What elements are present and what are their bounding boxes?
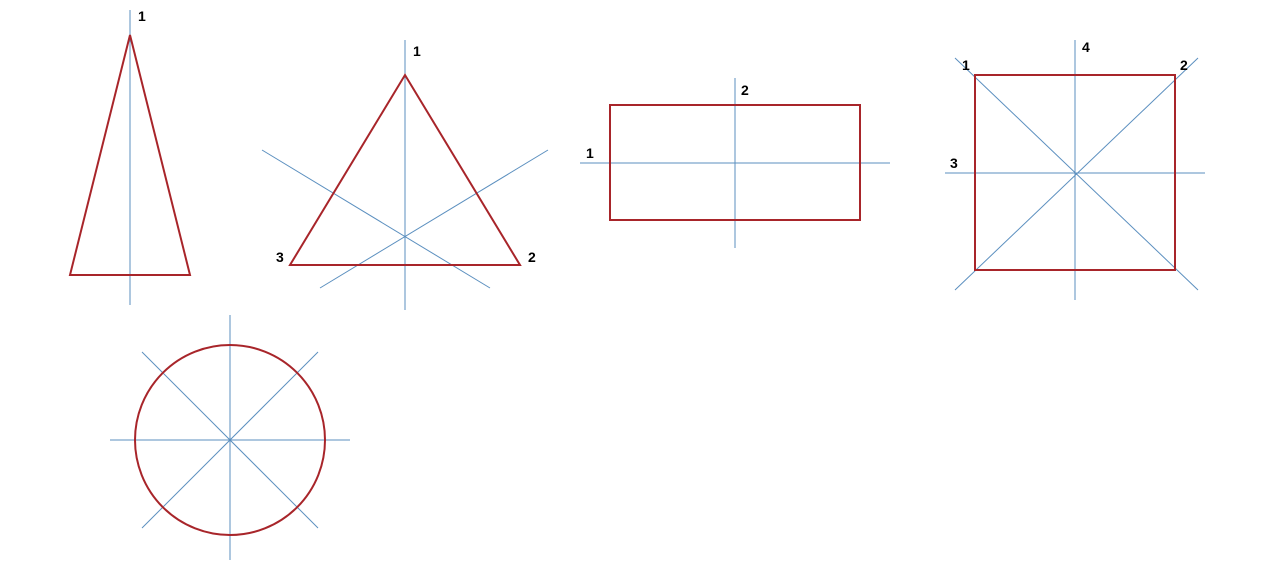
isoceles-triangle: 1: [70, 8, 190, 305]
axis-number-label: 3: [276, 249, 284, 265]
axis-number-label: 1: [962, 57, 970, 73]
symmetry-axis: [262, 150, 490, 288]
axis-number-label: 1: [413, 43, 421, 59]
rectangle: 12: [580, 78, 890, 248]
equilateral-triangle: 1 2 3: [262, 40, 548, 310]
symmetry-axis: [320, 150, 548, 288]
axis-number-label: 3: [950, 155, 958, 171]
axis-number-label: 2: [528, 249, 536, 265]
square: 1 2 3 4: [945, 39, 1205, 300]
axis-number-label: 1: [138, 8, 146, 24]
axis-number-label: 4: [1082, 39, 1090, 55]
axis-number-label: 2: [741, 82, 749, 98]
circle: [110, 315, 350, 560]
axis-number-label: 1: [586, 145, 594, 161]
diagram-canvas: 1123121234: [0, 0, 1261, 572]
axis-number-label: 2: [1180, 57, 1188, 73]
